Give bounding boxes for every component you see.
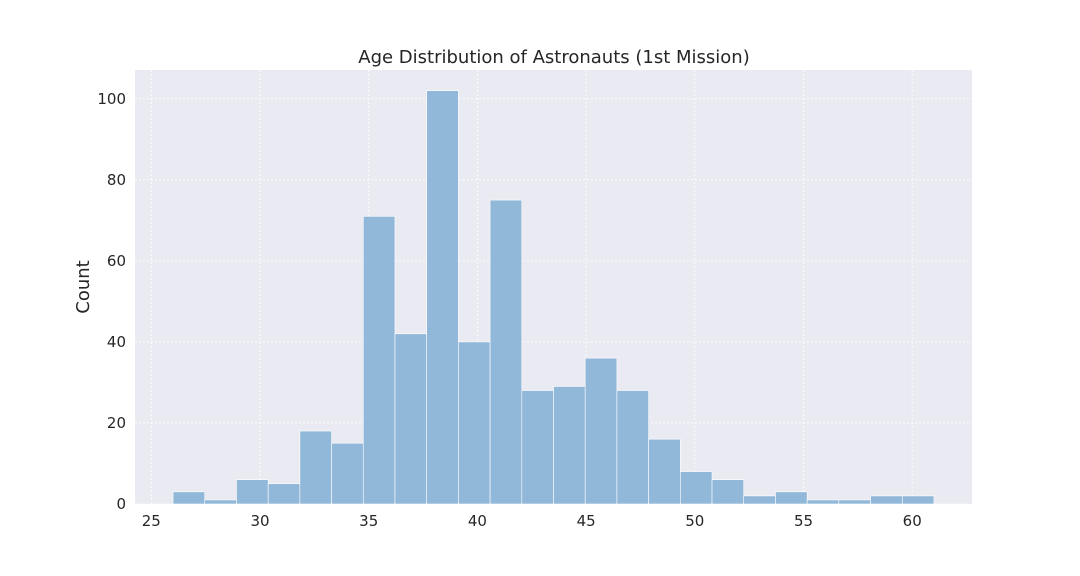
histogram-bar: [870, 495, 903, 505]
y-tick-label: 60: [107, 252, 126, 270]
histogram-bar: [458, 341, 491, 505]
x-tick-label: 55: [794, 512, 813, 530]
histogram-bar: [680, 471, 713, 505]
histogram-bar: [584, 357, 618, 505]
x-tick-label: 35: [359, 512, 378, 530]
histogram-bar: [172, 491, 206, 505]
y-tick-labels: 0 20 40 60 80 100: [97, 90, 126, 513]
histogram-bar: [616, 390, 649, 505]
y-tick-label: 20: [107, 414, 126, 432]
histogram-bar: [553, 386, 586, 505]
histogram-bar: [299, 430, 332, 505]
histogram-bar: [394, 333, 427, 505]
histogram-bar: [426, 90, 459, 505]
histogram-bar: [743, 495, 776, 505]
histogram-bar: [362, 215, 396, 505]
x-tick-label: 60: [903, 512, 922, 530]
chart-title: Age Distribution of Astronauts (1st Miss…: [358, 47, 749, 68]
histogram-bar: [236, 479, 269, 505]
histogram-bar: [806, 499, 840, 505]
y-tick-label: 80: [107, 171, 126, 189]
histogram-bar: [204, 499, 237, 505]
histogram-bar: [775, 491, 808, 505]
y-tick-label: 100: [97, 90, 126, 108]
histogram-bar: [521, 390, 554, 505]
histogram-bar: [711, 479, 745, 505]
x-tick-label: 30: [250, 512, 269, 530]
x-tick-label: 50: [685, 512, 704, 530]
x-tick-labels: 25 30 35 40 45 50 55 60: [142, 512, 922, 530]
y-tick-label: 0: [116, 495, 126, 513]
y-axis-label: Count: [73, 260, 94, 313]
histogram-bar: [267, 483, 301, 505]
histogram-bar: [648, 438, 681, 505]
histogram-bar: [489, 199, 523, 505]
histogram-bars: [172, 90, 935, 505]
y-tick-label: 40: [107, 333, 126, 351]
x-tick-label: 25: [142, 512, 161, 530]
x-tick-label: 45: [577, 512, 596, 530]
histogram-bar: [838, 499, 871, 505]
histogram-bar: [331, 442, 364, 505]
x-tick-label: 40: [468, 512, 487, 530]
histogram-bar: [901, 495, 935, 505]
